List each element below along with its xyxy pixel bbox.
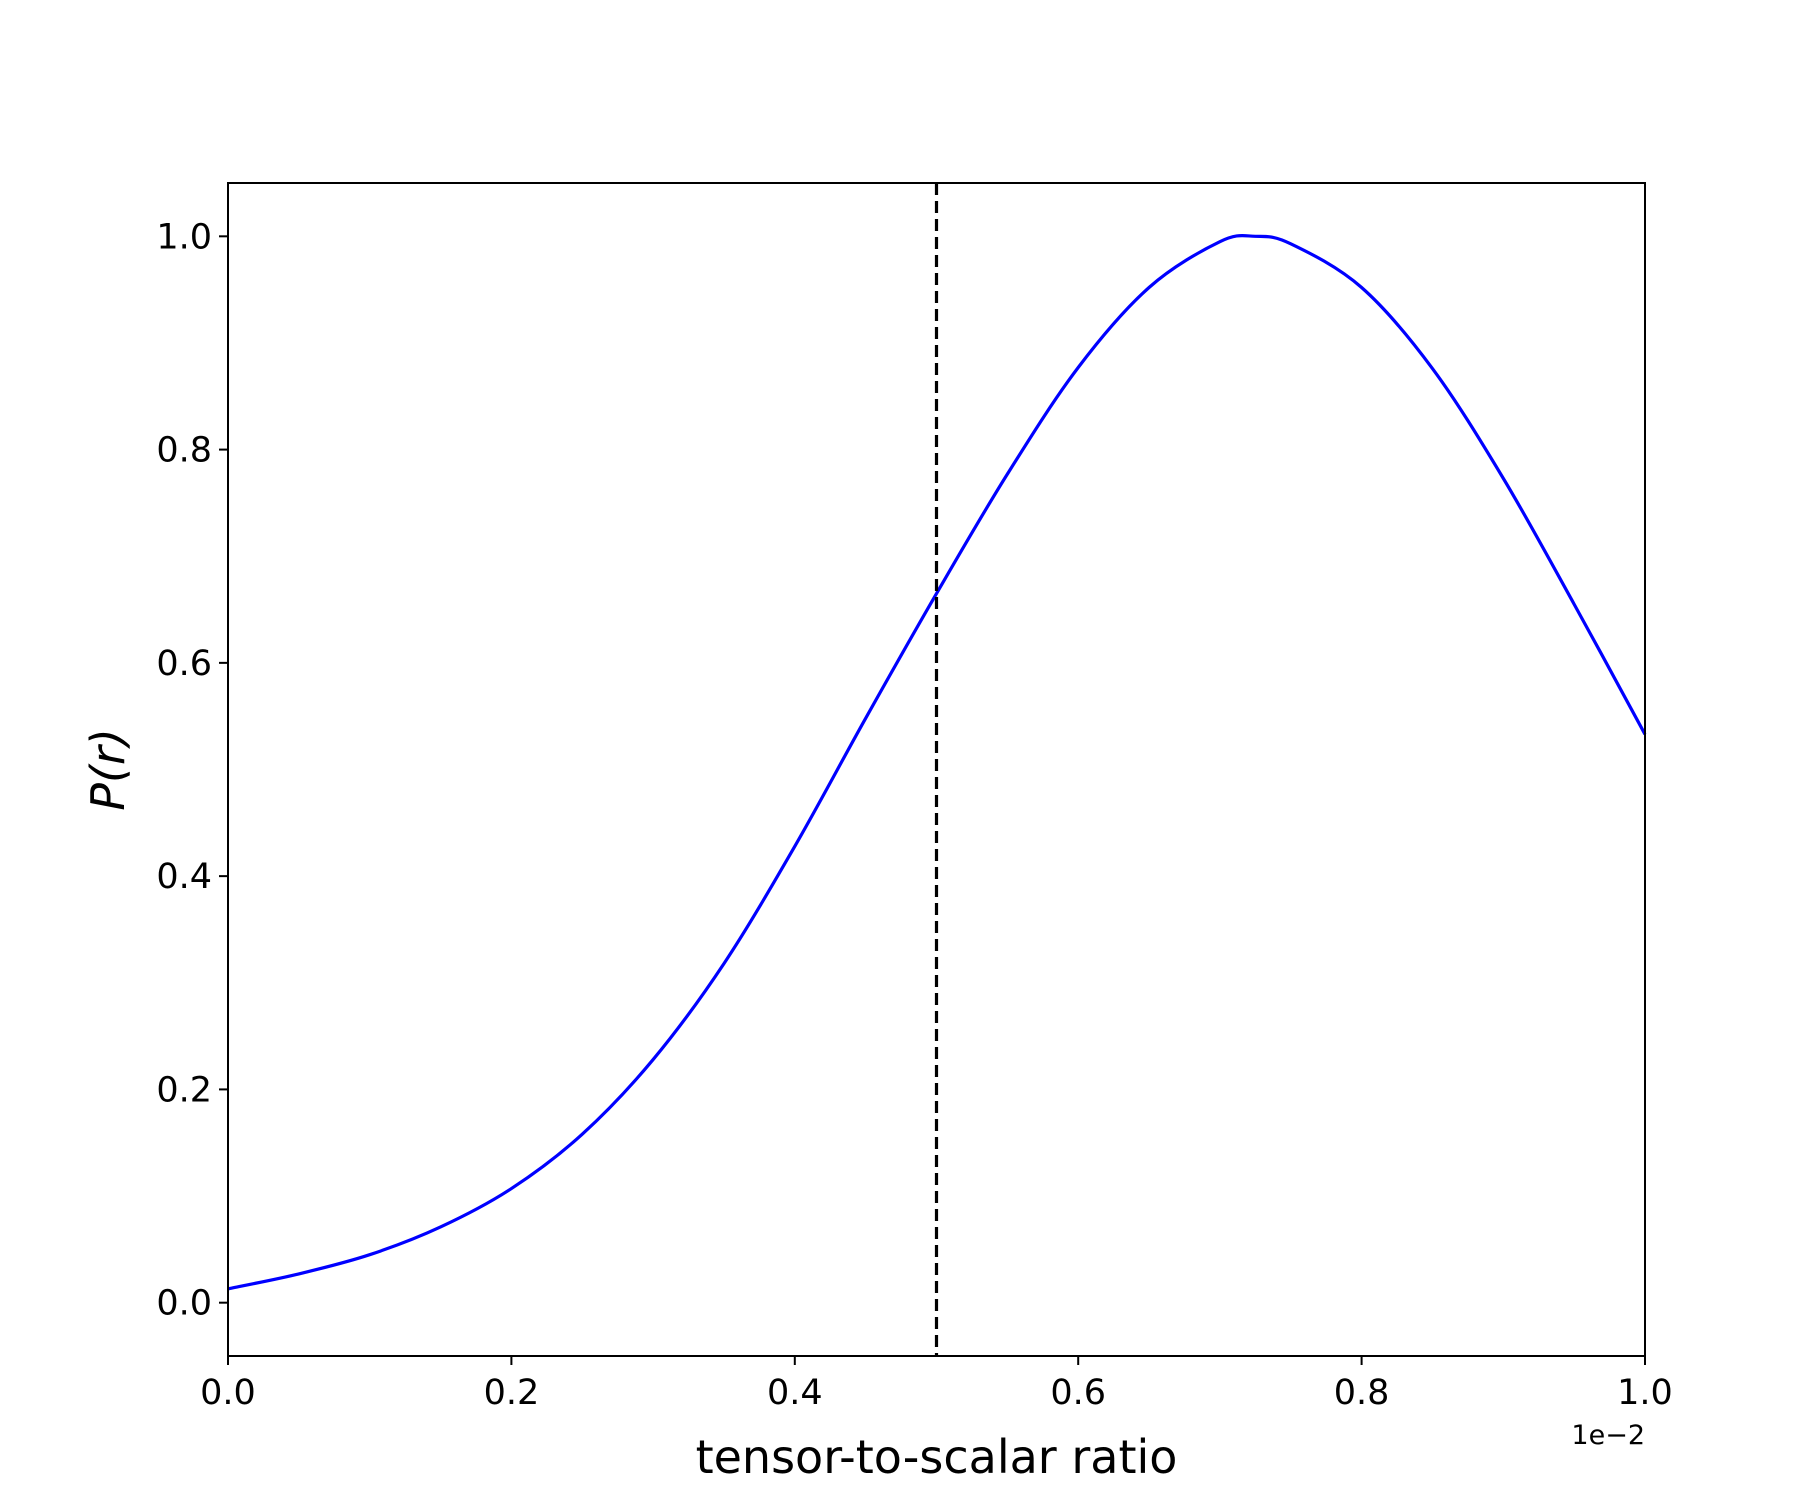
plot-area [227,183,1647,1356]
x-tick-label: 0.4 [767,1373,823,1413]
axes-frame [227,182,1646,1357]
y-axis-label: P(r) [81,728,135,811]
x-tick-label: 0.0 [200,1373,256,1413]
y-tick-label: 0.0 [156,1284,212,1324]
axis-ticks: 0.0 0.2 0.4 0.6 0.8 1.0 0.0 0.2 0.4 0.6 0.8 1.0 [156,217,1673,1413]
y-tick-label: 0.2 [156,1070,212,1110]
series-line-0 [227,233,1647,1291]
y-tick-label: 0.8 [156,431,212,471]
y-tick-label: 1.0 [156,217,212,257]
x-axis-offset-text: 1e−2 [1571,1420,1645,1451]
x-tick-label: 0.6 [1050,1373,1106,1413]
x-axis-label: tensor-to-scalar ratio [696,1430,1178,1484]
y-tick-label: 0.6 [156,644,212,684]
x-tick-label: 0.8 [1334,1373,1390,1413]
x-tick-label: 0.2 [484,1373,540,1413]
x-tick-label: 1.0 [1617,1373,1673,1413]
y-tick-label: 0.4 [156,857,212,897]
